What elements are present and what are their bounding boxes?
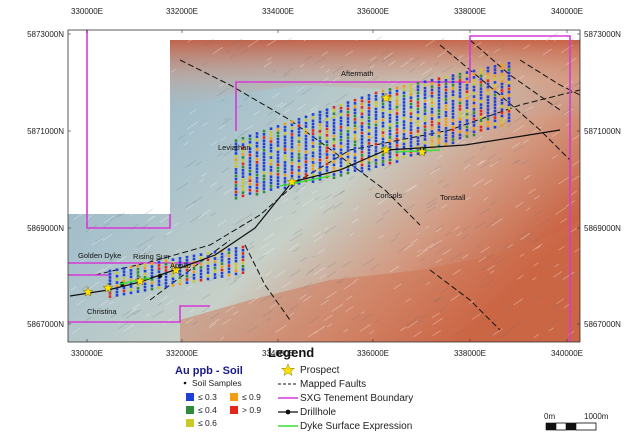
place-label: Rising Sun <box>133 252 169 261</box>
faults-label: Mapped Faults <box>300 379 366 390</box>
place-label: Consols <box>375 191 402 200</box>
x-tick-label-top: 330000E <box>71 7 103 16</box>
bin-label-4: > 0.9 <box>242 405 261 415</box>
map-area: Aftermath Leviathan Consols Tonstall Golden … <box>68 30 580 342</box>
scale-right-label: 1000m <box>584 412 609 421</box>
bin-label-3: ≤ 0.4 <box>198 405 217 415</box>
y-tick-label-left: 5873000N <box>27 30 64 39</box>
legend: Legend Au ppb - Soil Soil Samples ≤ 0.3 … <box>175 345 413 432</box>
bin-swatch-3 <box>186 406 194 414</box>
place-labels: Aftermath Leviathan Consols Tonstall Golden … <box>78 69 466 316</box>
y-tick-label-right: 5871000N <box>584 127 621 136</box>
x-tick-label-top: 334000E <box>262 7 294 16</box>
x-ticks-top: 330000E 332000E 334000E 336000E 338000E 34000… <box>71 7 583 33</box>
scale-left-label: 0m <box>544 412 555 421</box>
drillhole-legend-collar <box>285 409 291 415</box>
x-ticks-bottom: 330000E 332000E 334000E 336000E 338000E 34000… <box>71 339 583 358</box>
x-tick-label-top: 338000E <box>454 7 486 16</box>
prospect-star-icon <box>416 146 428 157</box>
legend-title: Legend <box>268 345 314 360</box>
bin-swatch-4 <box>230 406 238 414</box>
bin-swatch-2 <box>230 393 238 401</box>
x-tick-label-bottom: 336000E <box>357 349 389 358</box>
place-label: Christina <box>87 307 117 316</box>
terrain-ridges <box>170 40 580 120</box>
x-tick-label-top: 336000E <box>357 7 389 16</box>
y-tick-label-right: 5873000N <box>584 30 621 39</box>
terrain-relief <box>68 40 580 342</box>
y-tick-label-right: 5867000N <box>584 320 621 329</box>
place-label: Golden Dyke <box>78 251 121 260</box>
y-ticks-right: 5873000N 5871000N 5869000N 5867000N <box>577 30 621 329</box>
soil-samples <box>108 62 511 298</box>
prospect-star-icon <box>380 92 392 103</box>
bin-label-5: ≤ 0.6 <box>198 418 217 428</box>
terrain-ridges-south <box>180 220 580 342</box>
place-label: Aftermath <box>341 69 374 78</box>
drillhole-label: Drillhole <box>300 407 337 418</box>
x-tick-label-top: 340000E <box>551 7 583 16</box>
y-ticks-left: 5873000N 5871000N 5869000N 5867000N <box>27 30 71 329</box>
y-tick-label-left: 5869000N <box>27 224 64 233</box>
scale-bar: 0m 1000m <box>544 412 609 431</box>
place-label: Tonstall <box>440 193 466 202</box>
prospect-star-icon <box>286 176 298 187</box>
bin-label-2: ≤ 0.9 <box>242 392 261 402</box>
bin-swatch-5 <box>186 419 194 427</box>
bin-label-1: ≤ 0.3 <box>198 392 217 402</box>
hillshade-texture <box>70 32 580 341</box>
tenement-boundary <box>68 30 571 342</box>
x-tick-label-bottom: 338000E <box>454 349 486 358</box>
x-tick-label-bottom: 340000E <box>551 349 583 358</box>
prospect-label: Prospect <box>300 365 340 376</box>
place-label: Apollo <box>170 261 191 270</box>
y-tick-label-left: 5867000N <box>27 320 64 329</box>
au-legend-title: Au ppb - Soil <box>175 365 243 377</box>
bin-swatch-1 <box>186 393 194 401</box>
y-tick-label-left: 5871000N <box>27 127 64 136</box>
prospect-star-icon <box>281 363 295 377</box>
y-tick-label-right: 5869000N <box>584 224 621 233</box>
x-tick-label-bottom: 334000E <box>262 349 294 358</box>
x-tick-label-top: 332000E <box>166 7 198 16</box>
prospect-star-icon <box>82 286 94 297</box>
tenement-label: SXG Tenement Boundary <box>300 393 413 404</box>
mapped-faults <box>94 39 580 331</box>
prospect-star-icon <box>170 264 182 275</box>
prospect-star-icon <box>134 275 146 286</box>
x-tick-label-bottom: 330000E <box>71 349 103 358</box>
prospect-markers <box>82 92 428 297</box>
place-label: Leviathan <box>218 143 251 152</box>
map-frame <box>67 29 581 343</box>
prospect-star-icon <box>102 282 114 293</box>
soil-samples-label: Soil Samples <box>192 378 242 388</box>
soil-sample-symbol <box>183 381 187 385</box>
x-tick-label-bottom: 332000E <box>166 349 198 358</box>
prospect-star-icon <box>380 144 392 155</box>
dyke-label: Dyke Surface Expression <box>300 421 412 432</box>
